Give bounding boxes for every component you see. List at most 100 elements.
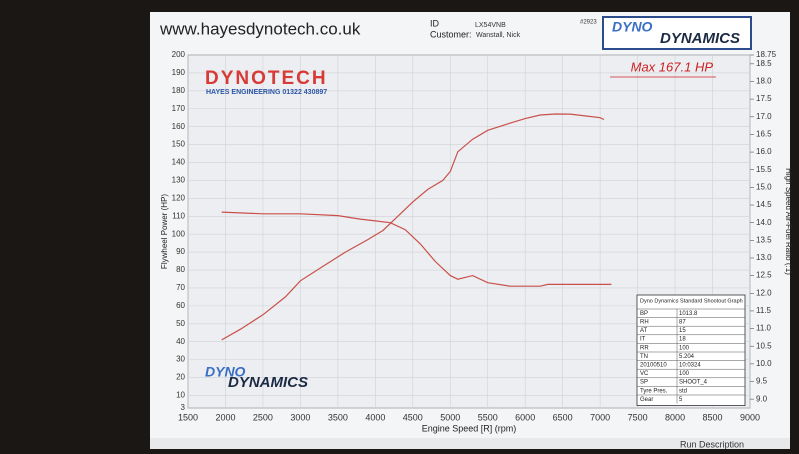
x-tick-label: 7000 [590, 412, 610, 422]
x-tick-label: 1500 [178, 412, 198, 422]
table-key: VC [640, 371, 649, 377]
y2-tick-label: 11.0 [756, 324, 772, 333]
y-tick-label: 10 [176, 391, 185, 400]
id-value: LX54VNB [475, 22, 506, 29]
y-tick-label: 20 [176, 373, 185, 382]
table-value: 87 [679, 319, 686, 325]
table-value: 5 [679, 397, 683, 403]
y2-tick-label: 12.0 [756, 288, 772, 297]
y2-tick-label: 10.5 [756, 341, 772, 350]
run-description: Run Description [680, 439, 744, 449]
table-key: Gear [640, 397, 653, 403]
y-tick-label: 40 [176, 337, 185, 346]
y2-tick-label: 12.5 [756, 271, 772, 280]
x-tick-label: 5000 [440, 412, 460, 422]
table-key: 20100510 [640, 362, 667, 368]
x-axis-label: Engine Speed [R] (rpm) [422, 423, 517, 433]
y2-tick-label: 18.0 [756, 77, 772, 86]
y-tick-label: 90 [176, 247, 185, 256]
y2-tick-label: 13.0 [756, 253, 772, 262]
table-value: 15 [679, 328, 686, 334]
table-key: IT [640, 337, 646, 343]
table-value: 100 [679, 371, 690, 377]
logo-dyno: DYNO [205, 364, 246, 380]
x-tick-label: 2500 [253, 412, 273, 422]
y2-tick-label: 15.0 [756, 182, 772, 191]
table-value: 18 [679, 337, 686, 343]
brand-subtitle: HAYES ENGINEERING 01322 430897 [206, 89, 327, 96]
x-tick-label: 3500 [328, 412, 348, 422]
x-tick-label: 6000 [515, 412, 535, 422]
y-axis-label: Flywheel Power (HP) [160, 194, 169, 269]
table-key: RR [640, 345, 649, 351]
y-tick-label: 140 [172, 158, 186, 167]
data-line [221, 113, 605, 341]
y-tick-label: 190 [172, 68, 186, 77]
x-tick-label: 8500 [703, 412, 723, 422]
y2-tick-label: 9.0 [756, 394, 768, 403]
x-tick-label: 4500 [403, 412, 423, 422]
x-tick-label: 6500 [553, 412, 573, 422]
y2-tick-label: 18.5 [756, 59, 772, 68]
y2-tick-label: 15.5 [756, 165, 772, 174]
y-tick-label: 100 [172, 229, 186, 238]
y-tick-label: 80 [176, 265, 185, 274]
table-value: std [679, 388, 687, 394]
y2-tick-label: 14.0 [756, 218, 772, 227]
y-tick-label: 30 [176, 355, 185, 364]
y2-tick-label: 10.0 [756, 359, 772, 368]
x-tick-label: 8000 [665, 412, 685, 422]
x-tick-label: 4000 [365, 412, 385, 422]
brand-title: DYNOTECH [205, 68, 328, 89]
y-tick-label: 130 [172, 176, 186, 185]
table-key: RH [640, 319, 649, 325]
table-key: Tyre Pres. [640, 388, 668, 394]
table-value: 100 [679, 345, 690, 351]
logo-dynamics: DYNAMICS [228, 374, 308, 391]
y-tick-label: 180 [172, 86, 186, 95]
x-tick-label: 5500 [478, 412, 498, 422]
sheet-number: #2923 [580, 20, 597, 26]
table-value: 5.204 [679, 354, 695, 360]
y-tick-label: 160 [172, 122, 186, 131]
y-tick-label: 70 [176, 283, 185, 292]
y2-tick-label: 14.5 [756, 200, 772, 209]
y-tick-label: 50 [176, 319, 185, 328]
y2-tick-label: 9.5 [756, 377, 768, 386]
y2-tick-label: 17.0 [756, 112, 772, 121]
data-line [221, 211, 612, 287]
table-key: SP [640, 380, 648, 386]
table-key: AT [640, 328, 648, 334]
y2-tick-label: 16.5 [756, 130, 772, 139]
y2-axis-label: High Speed Air-Fuel Ratio (:1) [784, 168, 793, 275]
table-key: BP [640, 311, 648, 317]
y-tick-label: 170 [172, 104, 186, 113]
x-tick-label: 3000 [290, 412, 310, 422]
footer-strip [150, 438, 790, 449]
y-tick-label: 150 [172, 140, 186, 149]
logo-dyno: DYNO [612, 19, 653, 35]
customer-value: Wanstall, Nick [476, 32, 521, 39]
y2-tick-label: 13.5 [756, 235, 772, 244]
table-value: SHOOT_4 [679, 380, 708, 386]
logo-dynamics: DYNAMICS [660, 30, 740, 47]
annotation: Max 167.1 HP [631, 59, 714, 74]
x-tick-label: 7500 [628, 412, 648, 422]
y2-tick-label: 16.0 [756, 147, 772, 156]
id-label: ID [430, 18, 440, 28]
y-tick-label: 3 [181, 403, 186, 412]
y-tick-label: 120 [172, 193, 186, 202]
chart: 3 10 20 30 40 50 60 70 80 90 100 110 120 130 140 150 160… [160, 50, 793, 433]
customer-label: Customer: [430, 29, 472, 39]
logo-box [602, 16, 752, 50]
y2-tick-label: 17.5 [756, 94, 772, 103]
site-url: www.hayesdynotech.co.uk [159, 19, 361, 38]
table-value: 10:0324 [679, 362, 701, 368]
y2-tick-label: 11.5 [756, 306, 772, 315]
y-tick-label: 60 [176, 301, 185, 310]
y-tick-label: 110 [172, 211, 185, 220]
x-tick-label: 2000 [215, 412, 235, 422]
table-value: 1013.8 [679, 311, 698, 317]
y-tick-label: 200 [172, 50, 186, 59]
